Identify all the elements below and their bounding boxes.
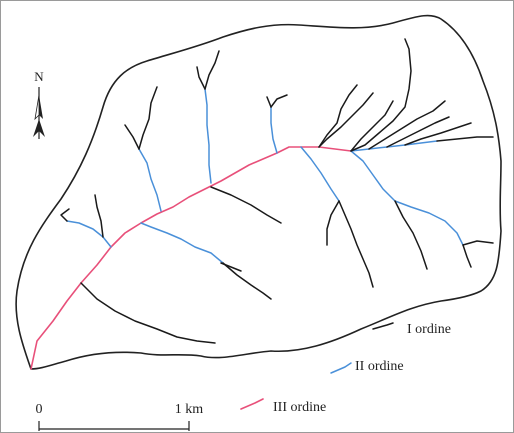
scale-bar: 0 1 km bbox=[36, 402, 204, 431]
stream-order-2-b bbox=[138, 148, 162, 212]
stream-order-1 bbox=[404, 122, 472, 146]
stream-order-2-e bbox=[300, 146, 340, 202]
legend-label-order-3: III ordine bbox=[273, 400, 326, 415]
stream-order-2-c bbox=[204, 88, 212, 184]
stream-order-1 bbox=[138, 86, 158, 150]
stream-order-2-a bbox=[140, 222, 224, 264]
scale-end-label: 1 km bbox=[175, 402, 204, 417]
stream-order-1 bbox=[436, 136, 494, 142]
stream-order-1 bbox=[350, 38, 412, 152]
stream-order-1 bbox=[60, 208, 70, 222]
legend-item-order-3: III ordine bbox=[240, 398, 326, 415]
north-arrow-icon bbox=[39, 95, 43, 119]
stream-order-1 bbox=[222, 262, 272, 300]
stream-order-1 bbox=[350, 100, 394, 152]
stream-order-2-d bbox=[270, 106, 278, 154]
stream-order-1 bbox=[196, 66, 206, 90]
stream-order-1 bbox=[124, 124, 140, 150]
legend: I ordine II ordine III ordine bbox=[240, 322, 451, 415]
stream-order-1 bbox=[210, 186, 282, 224]
scale-start-label: 0 bbox=[36, 402, 43, 417]
stream-order-1 bbox=[318, 92, 374, 148]
stream-order-1 bbox=[80, 282, 216, 344]
stream-order-1 bbox=[462, 240, 494, 246]
stream-order-1 bbox=[338, 200, 374, 288]
stream-order-1 bbox=[270, 94, 288, 108]
legend-label-order-2: II ordine bbox=[355, 359, 404, 374]
stream-order-1 bbox=[94, 194, 104, 238]
stream-order-1 bbox=[318, 84, 358, 148]
stream-order-1 bbox=[368, 100, 446, 150]
stream-order-1 bbox=[462, 244, 472, 268]
basin-boundary bbox=[15, 14, 502, 370]
stream-order-2-f bbox=[350, 150, 464, 246]
legend-item-order-2: II ordine bbox=[330, 359, 404, 374]
stream-order-2-g bbox=[350, 140, 438, 152]
legend-item-order-1: I ordine bbox=[372, 322, 451, 337]
stream-order-3-main bbox=[30, 146, 352, 370]
legend-label-order-1: I ordine bbox=[407, 322, 451, 337]
stream-order-1 bbox=[326, 200, 340, 246]
north-arrow: N bbox=[33, 69, 45, 139]
north-label: N bbox=[34, 69, 44, 84]
stream-order-1 bbox=[386, 116, 450, 148]
stream-order-1 bbox=[394, 200, 428, 270]
stream-order-2-h bbox=[66, 220, 112, 248]
stream-order-1 bbox=[266, 96, 272, 108]
stream-order-1 bbox=[204, 50, 220, 90]
